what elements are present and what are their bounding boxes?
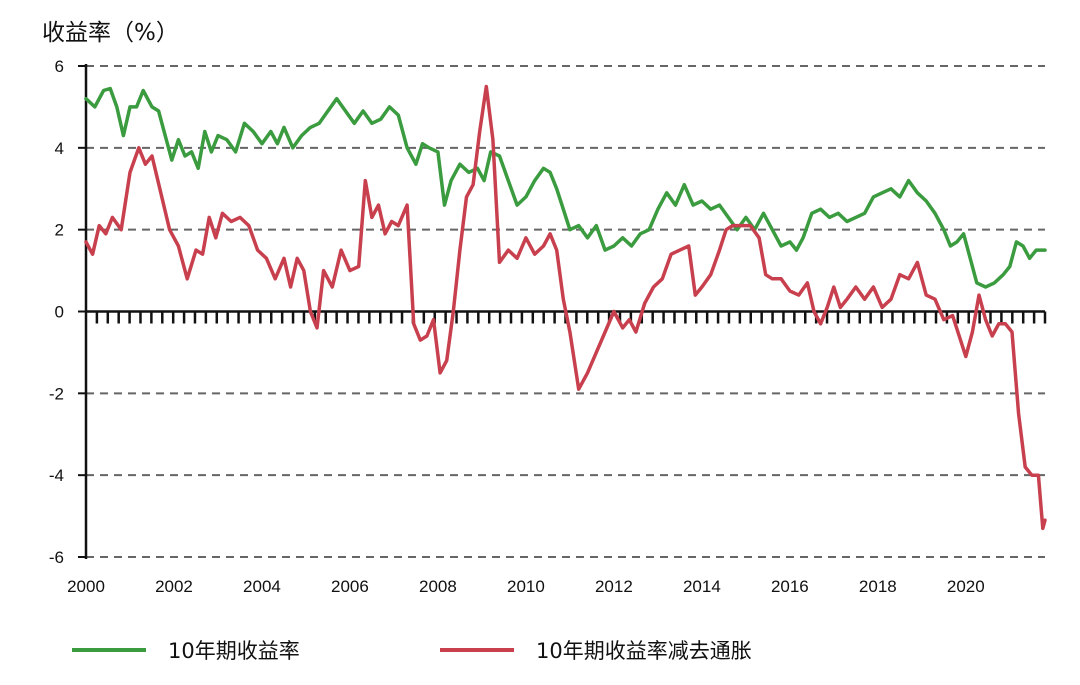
x-tick-label: 2006 [331,577,369,596]
x-tick-label: 2000 [67,577,105,596]
x-tick-label: 2020 [947,577,985,596]
x-tick-label: 2002 [155,577,193,596]
y-tick-label: 4 [55,139,64,158]
y-tick-label: 2 [55,221,64,240]
y-tick-label: 0 [55,303,64,322]
series-lines [84,84,1047,531]
x-tick-label: 2008 [419,577,457,596]
x-tick-label: 2016 [771,577,809,596]
y-tick-label: 6 [55,57,64,76]
series-line-1 [84,86,1047,289]
legend-label-2: 10年期收益率减去通胀 [536,639,752,663]
x-tick-label: 2010 [507,577,545,596]
y-tick-label: -2 [49,384,64,403]
gridlines [86,65,1045,558]
legend-label-1: 10年期收益率 [168,639,300,663]
y-axis-label: 收益率（%） [42,20,179,46]
x-tick-label: 2004 [243,577,281,596]
series-line-2 [84,84,1047,531]
x-tick-label: 2012 [595,577,633,596]
y-tick-label: -6 [49,548,64,567]
x-tick-label: 2014 [683,577,721,596]
y-tick-label: -4 [49,466,64,485]
x-tick-label: 2018 [859,577,897,596]
legend: 10年期收益率 10年期收益率减去通胀 [72,639,752,663]
